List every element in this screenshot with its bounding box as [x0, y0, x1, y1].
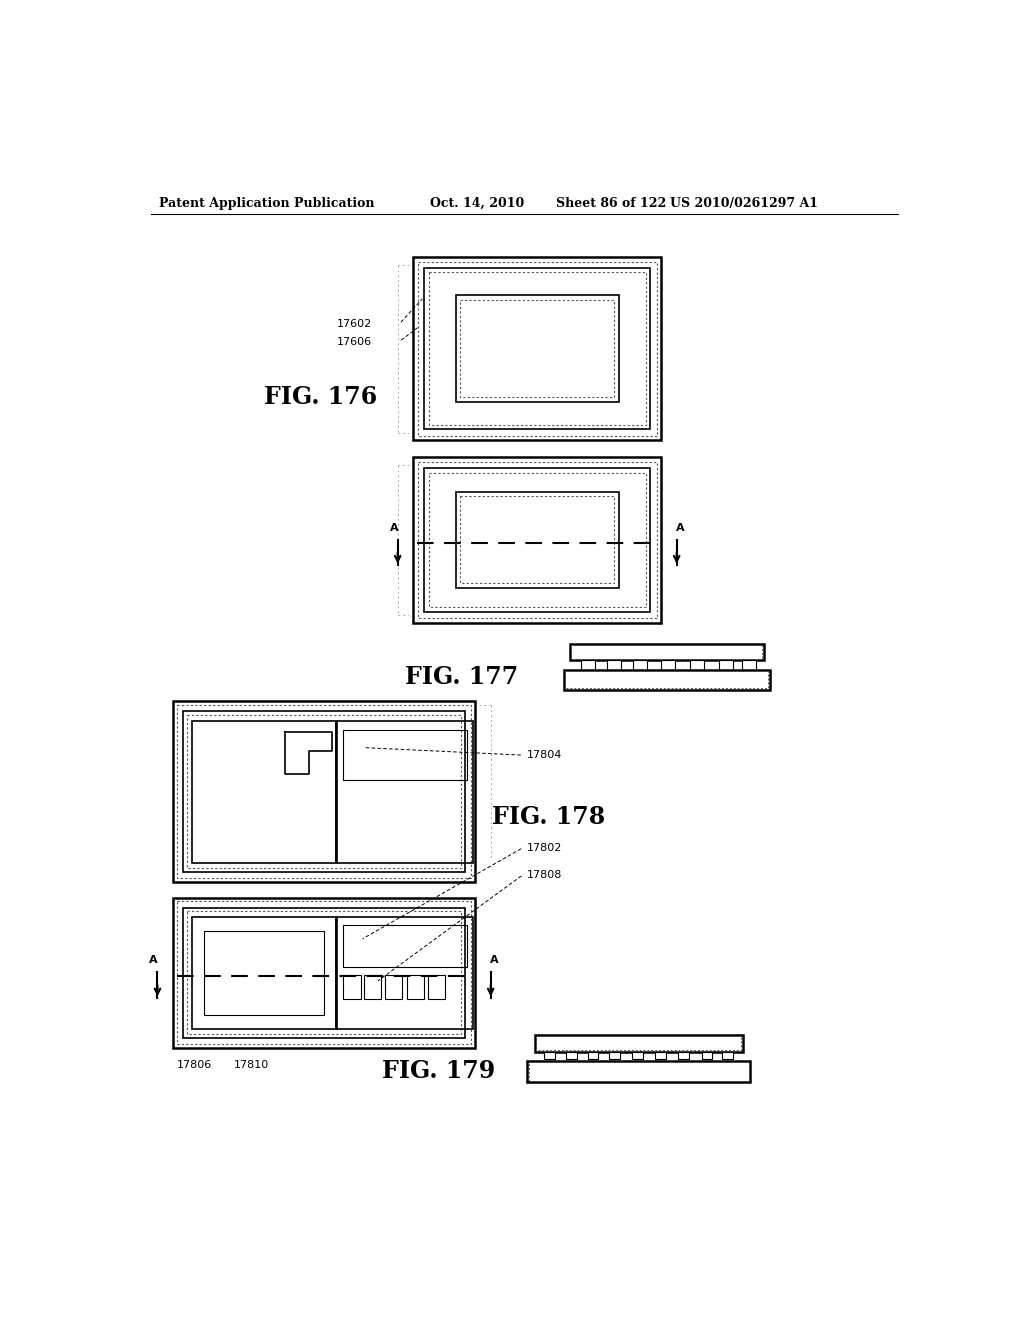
Bar: [563, 669, 770, 689]
Bar: [193, 917, 336, 1028]
Text: Oct. 14, 2010: Oct. 14, 2010: [430, 197, 524, 210]
Bar: [418, 462, 656, 618]
Bar: [343, 730, 467, 780]
Bar: [456, 492, 618, 589]
Bar: [544, 1052, 555, 1059]
Text: A: A: [676, 523, 685, 533]
Bar: [343, 924, 467, 966]
Text: 17602: 17602: [337, 319, 372, 329]
Bar: [414, 257, 662, 441]
Bar: [565, 671, 768, 688]
Bar: [418, 261, 656, 436]
Text: Patent Application Publication: Patent Application Publication: [159, 197, 375, 210]
Bar: [414, 457, 662, 623]
Text: 17808: 17808: [526, 870, 562, 879]
Bar: [187, 911, 461, 1034]
Bar: [527, 1061, 751, 1082]
Bar: [655, 1052, 666, 1059]
Bar: [337, 721, 473, 863]
Bar: [429, 272, 646, 425]
Text: 17802: 17802: [526, 842, 562, 853]
Bar: [385, 974, 402, 999]
Bar: [193, 721, 336, 863]
Text: FIG. 176: FIG. 176: [263, 385, 377, 409]
Bar: [632, 1052, 643, 1059]
Bar: [582, 660, 595, 669]
Bar: [609, 1052, 621, 1059]
Bar: [456, 296, 618, 401]
Bar: [461, 496, 614, 583]
Bar: [173, 701, 475, 882]
Bar: [535, 1035, 742, 1052]
Bar: [528, 1063, 749, 1081]
Bar: [183, 908, 465, 1038]
Bar: [187, 715, 461, 869]
Text: FIG. 178: FIG. 178: [493, 805, 605, 829]
Bar: [204, 931, 324, 1015]
Bar: [461, 300, 614, 397]
Bar: [343, 974, 360, 999]
Bar: [407, 974, 424, 999]
Bar: [177, 705, 471, 878]
Bar: [365, 974, 381, 999]
Bar: [337, 917, 473, 1028]
Bar: [424, 268, 650, 429]
Bar: [183, 711, 465, 873]
Bar: [571, 645, 762, 659]
Bar: [429, 473, 646, 607]
Bar: [662, 660, 675, 669]
Text: US 2010/0261297 A1: US 2010/0261297 A1: [671, 197, 818, 210]
Bar: [678, 1052, 689, 1059]
Bar: [701, 1052, 713, 1059]
Text: FIG. 177: FIG. 177: [404, 664, 518, 689]
Bar: [569, 644, 764, 660]
Bar: [633, 660, 647, 669]
Text: A: A: [490, 956, 499, 965]
Bar: [428, 974, 445, 999]
Text: Sheet 86 of 122: Sheet 86 of 122: [556, 197, 666, 210]
Text: 17810: 17810: [233, 1060, 268, 1069]
Text: A: A: [150, 956, 158, 965]
Bar: [566, 1052, 577, 1059]
Bar: [607, 660, 621, 669]
Bar: [173, 898, 475, 1048]
Bar: [588, 1052, 598, 1059]
Bar: [741, 660, 756, 669]
Bar: [424, 469, 650, 612]
Text: 17804: 17804: [526, 750, 562, 760]
Text: FIG. 179: FIG. 179: [382, 1059, 496, 1082]
Text: 17806: 17806: [177, 1060, 212, 1069]
Bar: [177, 902, 471, 1044]
Bar: [719, 660, 732, 669]
Bar: [722, 1052, 733, 1059]
Bar: [537, 1036, 741, 1051]
Text: A: A: [389, 523, 398, 533]
Bar: [690, 660, 703, 669]
Text: 17606: 17606: [337, 337, 372, 347]
